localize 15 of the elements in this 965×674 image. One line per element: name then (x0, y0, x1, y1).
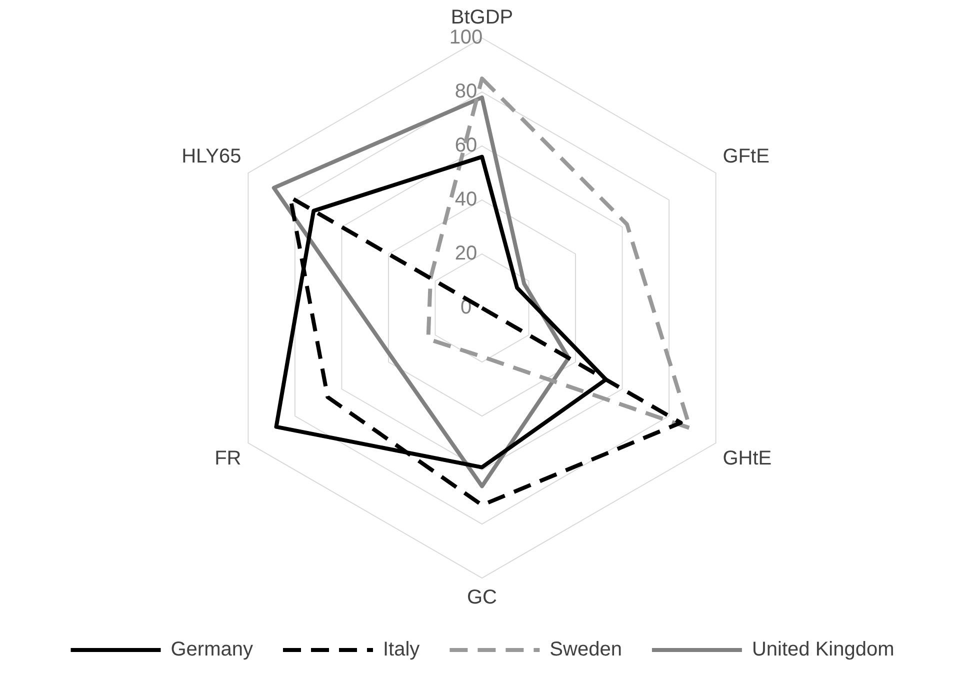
y-tick-label: 80 (454, 80, 478, 103)
y-tick-label: 100 (449, 26, 483, 49)
legend-label: United Kingdom (752, 638, 894, 661)
y-tick-label: 60 (454, 134, 478, 157)
y-tick-label: 40 (454, 188, 478, 211)
spoke-label: HLY65 (182, 146, 242, 168)
legend-label: Germany (170, 638, 253, 661)
y-tick-label: 20 (454, 242, 478, 265)
spoke-label: BtGDP (450, 6, 514, 29)
legend-label: Sweden (550, 638, 622, 661)
spoke-label: GC (467, 586, 497, 609)
spoke-label: GHtE (722, 448, 772, 470)
spoke-label: FR (214, 448, 242, 470)
spoke-label: GFtE (722, 146, 770, 168)
legend-label: Italy (382, 638, 420, 661)
